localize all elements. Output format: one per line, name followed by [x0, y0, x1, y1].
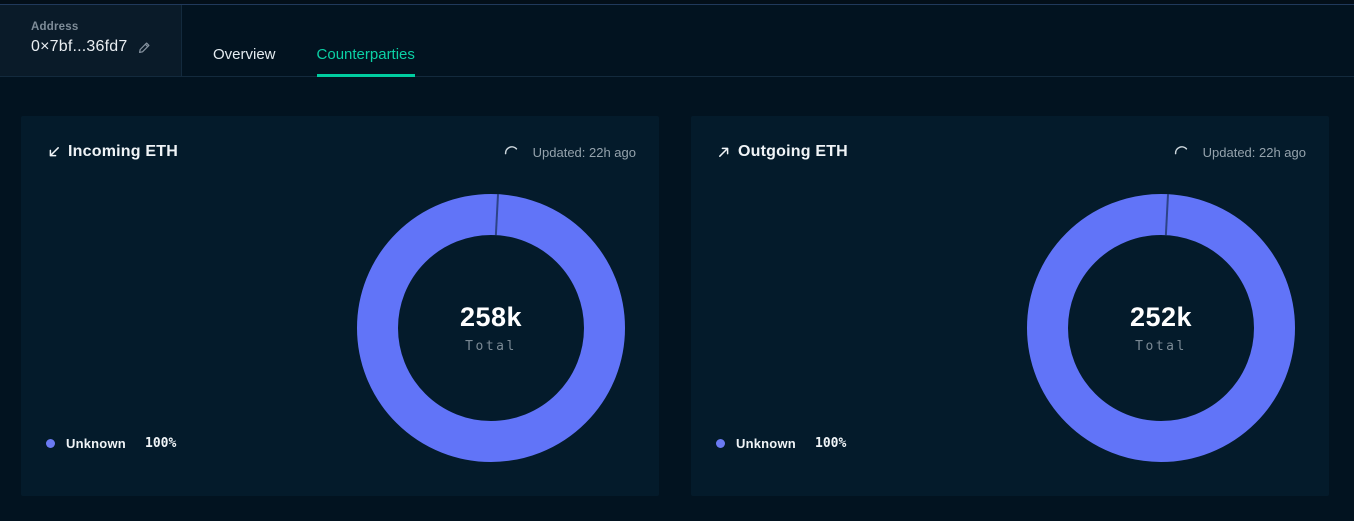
legend-percent: 100%: [815, 436, 847, 451]
card-title: Outgoing ETH: [738, 143, 848, 160]
donut-total-label: Total: [1135, 339, 1187, 354]
legend-row[interactable]: Unknown 100%: [46, 436, 176, 451]
updated-status: Updated: 22h ago: [502, 143, 636, 161]
donut-total-value: 258k: [459, 302, 523, 332]
address-value: 0×7bf...36fd7: [31, 38, 128, 55]
incoming-eth-card: Incoming ETH Updated: 22h ago Unknown 10…: [21, 116, 659, 496]
tab-counterparties[interactable]: Counterparties: [316, 5, 416, 77]
outgoing-eth-card: Outgoing ETH Updated: 22h ago Unknown 10…: [691, 116, 1329, 496]
counterparties-panel: Incoming ETH Updated: 22h ago Unknown 10…: [0, 77, 1354, 496]
legend-label: Unknown: [736, 436, 796, 451]
arrow-up-right-icon: [716, 144, 732, 160]
arrow-down-left-icon: [46, 144, 62, 160]
card-title: Incoming ETH: [68, 143, 178, 160]
legend-dot: [46, 439, 55, 448]
loading-spinner-icon: [1172, 143, 1190, 161]
page-header: Address 0×7bf...36fd7 Overview Counterpa…: [0, 5, 1354, 77]
top-border-strip: [0, 0, 1354, 5]
tab-bar: Overview Counterparties: [213, 5, 416, 77]
loading-spinner-icon: [502, 143, 520, 161]
address-label: Address: [31, 21, 79, 33]
updated-text: Updated: 22h ago: [532, 144, 636, 160]
legend-percent: 100%: [145, 436, 177, 451]
pencil-icon[interactable]: [137, 40, 152, 55]
updated-status: Updated: 22h ago: [1172, 143, 1306, 161]
tab-overview[interactable]: Overview: [213, 46, 276, 63]
updated-text: Updated: 22h ago: [1202, 144, 1306, 160]
donut-total-label: Total: [465, 339, 517, 354]
outgoing-donut-chart[interactable]: 252k Total: [1027, 194, 1295, 462]
legend-dot: [716, 439, 725, 448]
legend-row[interactable]: Unknown 100%: [716, 436, 846, 451]
donut-total-value: 252k: [1129, 302, 1193, 332]
incoming-donut-chart[interactable]: 258k Total: [357, 194, 625, 462]
address-block: Address 0×7bf...36fd7: [0, 5, 182, 76]
legend-label: Unknown: [66, 436, 126, 451]
